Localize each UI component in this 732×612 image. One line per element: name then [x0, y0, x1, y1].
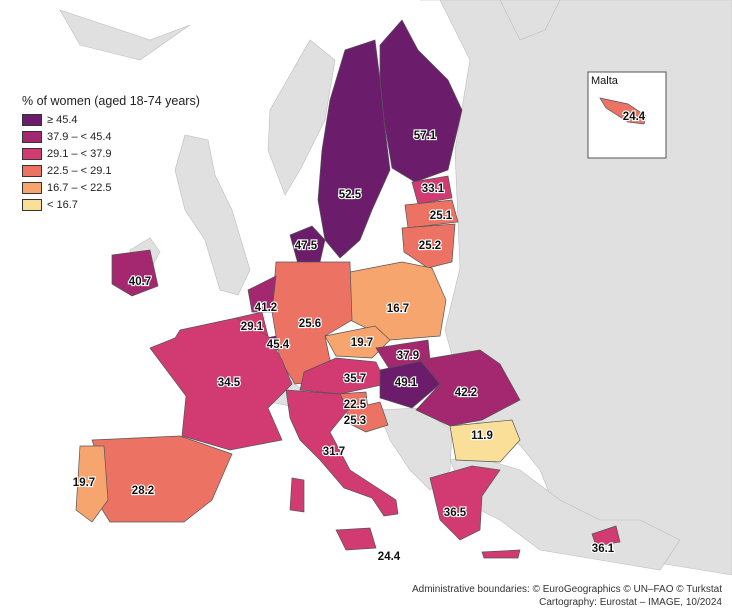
value-label-greece: 36.5 [444, 507, 467, 519]
region-ireland [111, 249, 159, 297]
region-finland [379, 19, 463, 183]
credits-boundaries: Administrative boundaries: © EuroGeograp… [411, 584, 722, 595]
region-italy [289, 477, 305, 513]
value-label-sweden: 52.5 [339, 189, 362, 201]
region-bulgaria [449, 419, 521, 463]
value-label-finland: 57.1 [414, 130, 437, 142]
value-label-hungary: 49.1 [395, 377, 418, 389]
legend-label: 16.7 – < 22.5 [47, 181, 112, 194]
value-label-belgium: 29.1 [241, 321, 264, 333]
region-portugal [75, 445, 109, 523]
region-italy [335, 527, 377, 551]
value-label-netherlands: 41.2 [255, 302, 277, 314]
legend-swatch [22, 181, 42, 194]
region-latvia [404, 199, 459, 229]
value-label-slovenia: 22.5 [344, 399, 367, 411]
region-lithuania [401, 223, 456, 269]
value-label-france: 34.5 [218, 377, 241, 389]
eu-member-states [75, 19, 621, 559]
legend-item: < 16.7 [22, 196, 200, 213]
value-label-poland: 16.7 [387, 303, 409, 315]
value-label-spain: 28.2 [132, 485, 154, 497]
legend-label: ≥ 45.4 [47, 113, 78, 126]
value-label-czechia: 19.7 [351, 337, 373, 349]
legend-swatch [22, 198, 42, 211]
region-spain [91, 435, 233, 523]
value-label-malta-inset: 24.4 [623, 111, 646, 123]
value-label-cyprus: 36.1 [592, 543, 615, 555]
legend-swatch [22, 113, 42, 126]
region-value-labels: 57.1 52.5 47.5 33.1 25.1 25.2 40.7 41.2 … [72, 110, 647, 564]
legend-item: 16.7 – < 22.5 [22, 179, 200, 196]
region-poland [349, 261, 447, 341]
legend-label: 37.9 – < 45.4 [47, 130, 112, 143]
legend-item: 29.1 – < 37.9 [22, 145, 200, 162]
region-cyprus [591, 525, 621, 547]
value-label-austria: 35.7 [344, 373, 366, 385]
value-label-luxembourg: 45.4 [267, 339, 290, 351]
legend-title: % of women (aged 18-74 years) [22, 94, 200, 108]
region-italy [285, 389, 399, 517]
value-label-lithuania: 25.2 [419, 240, 441, 252]
value-label-malta-mainland: 24.4 [378, 551, 401, 563]
malta-inset-title: Malta [591, 75, 619, 87]
region-croatia [345, 401, 389, 433]
region-malta [599, 97, 647, 125]
value-label-ireland: 40.7 [129, 276, 151, 288]
value-label-estonia: 33.1 [422, 183, 445, 195]
value-label-slovakia: 37.9 [397, 350, 419, 362]
legend-swatch [22, 164, 42, 177]
value-label-latvia: 25.1 [430, 210, 453, 222]
region-estonia [411, 175, 453, 205]
legend: % of women (aged 18-74 years) ≥ 45.4 37.9… [22, 94, 200, 213]
value-label-italy: 31.7 [323, 446, 345, 458]
legend-label: < 16.7 [47, 198, 78, 211]
legend-item: 22.5 – < 29.1 [22, 162, 200, 179]
legend-label: 22.5 – < 29.1 [47, 164, 112, 177]
value-label-germany: 25.6 [299, 318, 321, 330]
region-sweden [317, 39, 391, 259]
value-label-croatia: 25.3 [344, 415, 366, 427]
value-label-bulgaria: 11.9 [471, 430, 493, 442]
region-greece [429, 465, 501, 541]
legend-swatch [22, 147, 42, 160]
region-netherlands [247, 275, 277, 313]
region-romania [415, 349, 521, 427]
region-hungary [379, 359, 441, 409]
region-denmark [289, 225, 326, 265]
value-label-portugal: 19.7 [73, 477, 95, 489]
legend-item: ≥ 45.4 [22, 111, 200, 128]
region-france [149, 317, 293, 451]
region-greece [481, 549, 521, 559]
credits-cartography: Cartography: Eurostat – IMAGE, 10/2024 [539, 597, 722, 608]
value-label-denmark: 47.5 [295, 240, 318, 252]
malta-inset: Malta [587, 71, 667, 159]
value-label-romania: 42.2 [455, 387, 477, 399]
legend-label: 29.1 – < 37.9 [47, 147, 112, 160]
legend-item: 37.9 – < 45.4 [22, 128, 200, 145]
legend-swatch [22, 130, 42, 143]
credits: Administrative boundaries: © EuroGeograp… [412, 583, 722, 609]
